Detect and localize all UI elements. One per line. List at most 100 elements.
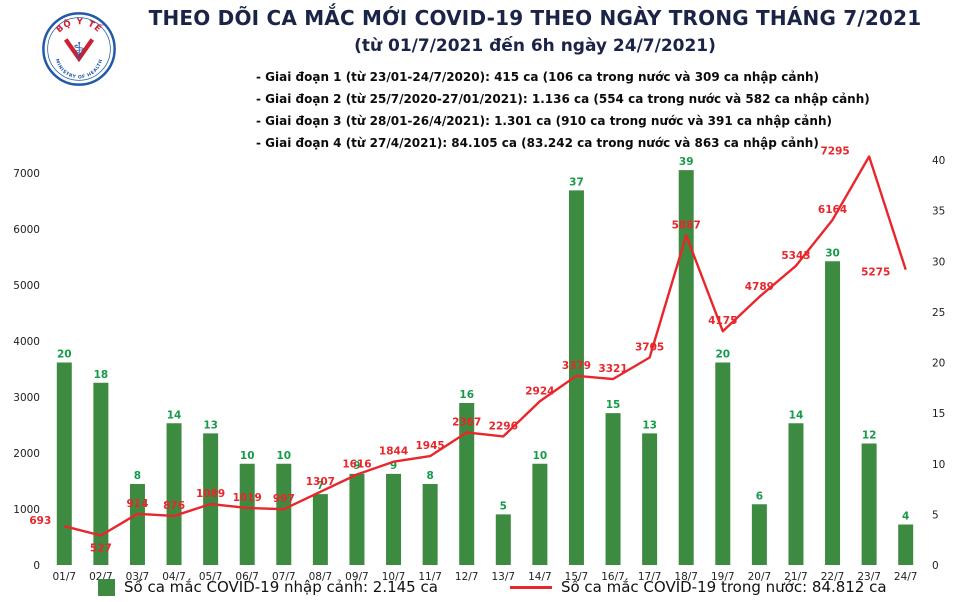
x-axis-date-label: 14/7 (528, 571, 552, 583)
line-value-label: 876 (163, 500, 185, 512)
right-axis-tick: 5 (932, 509, 939, 521)
bar-value-label: 20 (57, 349, 72, 361)
line-value-label: 4175 (708, 315, 737, 327)
x-axis-date-label: 05/7 (199, 571, 223, 583)
line-value-label: 1307 (306, 476, 335, 488)
x-axis-date-label: 24/7 (894, 571, 918, 583)
line-value-label: 3379 (562, 360, 591, 372)
imported-cases-bar (898, 524, 914, 565)
imported-cases-bar (642, 433, 658, 565)
line-value-label: 5275 (861, 267, 890, 279)
line-value-label: 5887 (672, 219, 701, 231)
imported-cases-bar (825, 261, 841, 565)
line-value-label: 3705 (635, 342, 664, 354)
bar-value-label: 6 (756, 490, 763, 502)
line-value-label: 527 (90, 542, 112, 554)
imported-cases-bar (166, 423, 182, 565)
line-value-label: 1616 (342, 459, 371, 471)
imported-cases-label: Số ca mắc COVID-19 nhập cảnh: 2.145 ca (124, 578, 438, 596)
left-axis-tick: 6000 (13, 224, 40, 236)
left-axis-tick: 4000 (13, 336, 40, 348)
period-4-summary: - Giai đoạn 4 (từ 27/4/2021): 84.105 ca … (256, 136, 819, 150)
x-axis-date-label: 17/7 (638, 571, 662, 583)
line-value-label: 5343 (781, 250, 810, 262)
line-value-label: 7295 (821, 145, 850, 157)
right-axis-tick: 30 (932, 256, 945, 268)
logo-inner-ring (47, 17, 111, 81)
x-axis-date-label: 07/7 (272, 571, 296, 583)
bar-value-label: 8 (426, 470, 433, 482)
line-value-label: 693 (29, 515, 51, 527)
right-axis-tick: 10 (932, 459, 945, 471)
x-axis-date-label: 08/7 (309, 571, 333, 583)
ministry-of-health-logo: BỘ Y TẾ MINISTRY OF HEALTH ⚕ (42, 12, 116, 86)
bar-value-label: 37 (569, 176, 584, 188)
legend-domestic: Số ca mắc COVID-19 trong nước: 84.812 ca (509, 578, 887, 596)
imported-cases-bar (459, 403, 475, 565)
left-axis-tick: 5000 (13, 280, 40, 292)
imported-cases-bar (239, 463, 255, 565)
imported-cases-bar (788, 423, 804, 565)
bar-value-label: 18 (94, 369, 109, 381)
right-axis-tick: 35 (932, 206, 945, 218)
period-2-summary: - Giai đoạn 2 (từ 25/7/2020-27/01/2021):… (256, 92, 870, 106)
left-axis-tick: 3000 (13, 392, 40, 404)
bar-value-label: 10 (240, 450, 255, 462)
bar-value-label: 14 (167, 409, 182, 421)
line-value-label: 997 (273, 493, 295, 505)
right-axis-tick: 15 (932, 408, 945, 420)
bar-value-label: 20 (715, 349, 730, 361)
right-axis-tick: 25 (932, 307, 945, 319)
right-axis-tick: 20 (932, 358, 945, 370)
imported-cases-bar (93, 382, 109, 565)
imported-cases-swatch (98, 578, 115, 596)
line-value-label: 1945 (416, 440, 445, 452)
imported-cases-bar (129, 484, 145, 565)
line-value-label: 3321 (598, 363, 627, 375)
bar-value-label: 15 (606, 399, 621, 411)
right-axis-tick: 40 (932, 155, 945, 167)
right-axis-tick: 0 (932, 560, 939, 572)
x-axis-date-label: 15/7 (565, 571, 589, 583)
line-value-label: 1019 (233, 492, 262, 504)
imported-cases-bar (386, 473, 402, 565)
imported-cases-bar (861, 443, 877, 565)
x-axis-date-label: 22/7 (821, 571, 845, 583)
x-axis-date-label: 19/7 (711, 571, 735, 583)
imported-cases-bar (312, 494, 328, 565)
imported-cases-bar (751, 504, 767, 565)
x-axis-date-label: 18/7 (674, 571, 698, 583)
line-value-label: 2924 (525, 385, 554, 397)
x-axis-date-label: 04/7 (162, 571, 186, 583)
page-subtitle: (từ 01/7/2021 đến 6h ngày 24/7/2021) (354, 36, 716, 56)
bar-value-label: 13 (642, 419, 657, 431)
x-axis-date-label: 16/7 (601, 571, 625, 583)
x-axis-date-label: 09/7 (345, 571, 369, 583)
line-value-label: 6164 (818, 204, 847, 216)
left-axis-tick: 0 (33, 560, 40, 572)
line-value-label: 4789 (745, 281, 774, 293)
left-axis-tick: 7000 (13, 168, 40, 180)
bar-value-label: 5 (500, 500, 507, 512)
line-value-label: 2367 (452, 416, 481, 428)
line-value-label: 2296 (489, 420, 518, 432)
x-axis-date-label: 23/7 (857, 571, 881, 583)
imported-cases-bar (56, 362, 72, 565)
domestic-cases-label: Số ca mắc COVID-19 trong nước: 84.812 ca (560, 578, 887, 596)
caduceus-icon: ⚕ (73, 39, 85, 65)
bar-value-label: 9 (390, 460, 397, 472)
bar-value-label: 8 (134, 470, 141, 482)
imported-cases-bar (495, 514, 511, 565)
imported-cases-bar (276, 463, 292, 565)
bar-value-label: 30 (825, 247, 840, 259)
bar-value-label: 12 (862, 430, 877, 442)
imported-cases-bar (678, 170, 694, 565)
bar-value-label: 13 (203, 419, 218, 431)
line-value-label: 1089 (196, 488, 225, 500)
x-axis-date-label: 12/7 (455, 571, 479, 583)
imported-cases-bar (422, 484, 438, 565)
imported-cases-bar (605, 413, 621, 565)
line-value-label: 914 (126, 498, 148, 510)
imported-cases-bar (532, 463, 548, 565)
